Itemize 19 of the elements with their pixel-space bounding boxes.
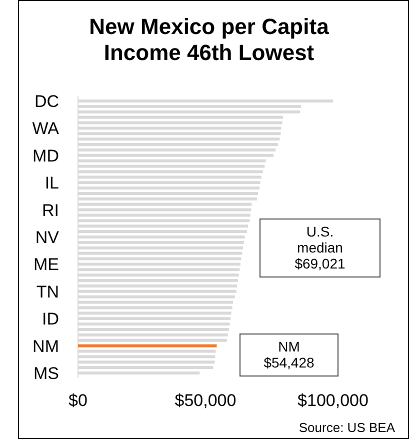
- y-tick-label: TN: [36, 282, 59, 302]
- y-tick-label: NM: [32, 336, 59, 356]
- y-tick-label: DC: [34, 92, 59, 111]
- x-tick-label: $50,000: [174, 391, 236, 410]
- x-tick-label: $0: [68, 391, 88, 410]
- y-tick-label: WA: [32, 119, 60, 138]
- y-tick-label: IL: [44, 174, 59, 193]
- y-tick-label: MS: [34, 364, 59, 383]
- chart-title: New Mexico per Capita Income 46th Lowest: [89, 14, 330, 65]
- x-tick-label: $100,000: [298, 391, 368, 410]
- y-tick-label: RI: [42, 200, 59, 220]
- y-tick-label: MD: [32, 146, 59, 166]
- annotation: U.S. median $69,021: [294, 223, 346, 272]
- bar: [78, 344, 217, 348]
- y-tick-label: ME: [34, 255, 59, 274]
- source-note: Source: US BEA: [298, 420, 396, 435]
- y-tick-label: NV: [35, 228, 60, 247]
- y-tick-label: ID: [42, 310, 59, 329]
- annotation: NM $54,428: [264, 338, 315, 370]
